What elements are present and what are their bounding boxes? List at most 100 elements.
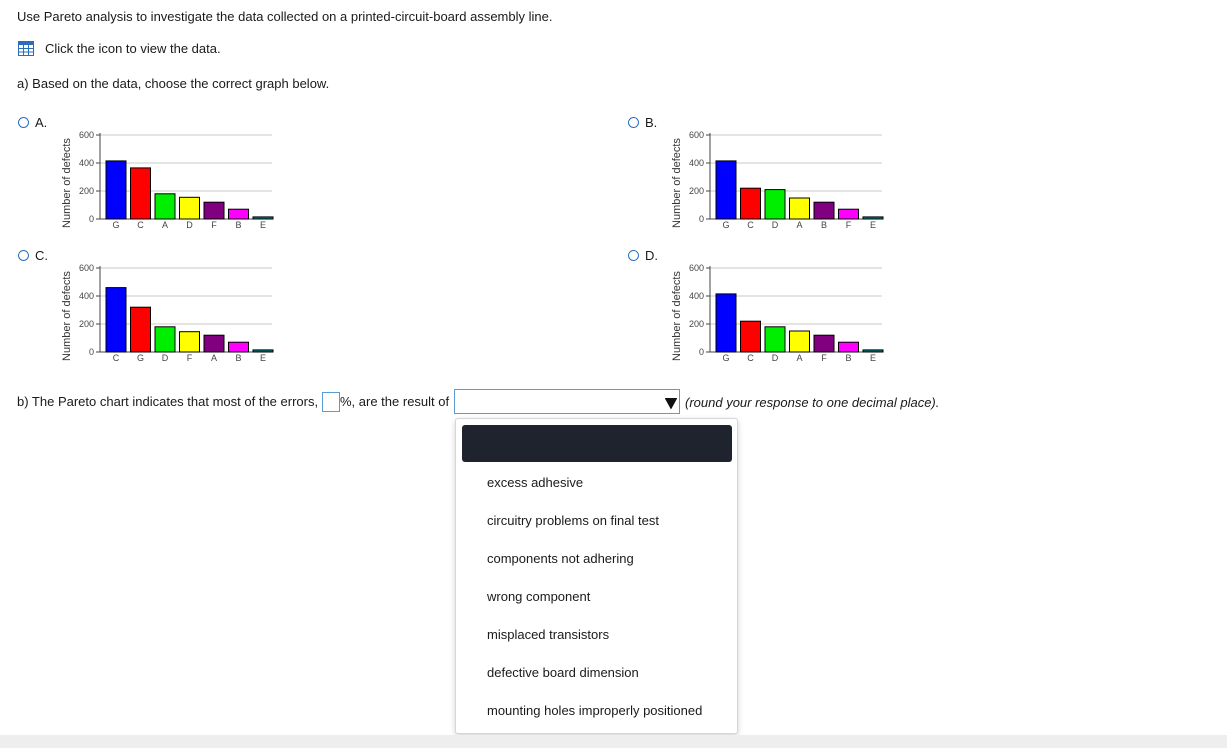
y-tick-label: 400 [79,291,94,301]
x-tick-label: B [235,220,241,230]
dropdown-item[interactable]: excess adhesive [487,475,584,490]
x-tick-label: G [137,353,144,363]
x-tick-label: E [260,220,266,230]
x-tick-label: G [722,353,729,363]
x-tick-label: D [772,353,779,363]
y-tick-label: 0 [89,214,94,224]
chart-svg: 0 200 400 600 Number of defects G C D A B F E [671,130,884,230]
chart-option-a: 0 200 400 600 Number of defects G C A D F B E [58,122,278,234]
bar [105,287,127,353]
dropdown-item[interactable]: circuitry problems on final test [487,513,659,528]
x-tick-label: G [722,220,729,230]
x-tick-label: D [186,220,193,230]
bar [740,320,761,353]
dropdown-item[interactable]: components not adhering [487,551,634,566]
bar [179,196,200,220]
view-data-link[interactable]: Click the icon to view the data. [45,41,221,56]
y-tick-label: 400 [689,158,704,168]
cause-dropdown-list: excess adhesive circuitry problems on fi… [455,418,738,734]
dropdown-item[interactable]: wrong component [487,589,591,604]
bar [105,160,127,220]
y-axis-label: Number of defects [671,138,683,228]
bar [789,197,810,220]
y-axis-label: Number of defects [61,138,73,228]
bar [252,216,274,220]
chart-svg: 0 200 400 600 Number of defects G C A D F B E [61,130,274,230]
chart-option-c: 0 200 400 600 Number of defects C G D F A B E [58,255,278,367]
dropdown-item[interactable]: mounting holes improperly positioned [487,703,703,718]
part-b-mid: %, are the result of [340,394,450,409]
x-tick-label: F [187,353,193,363]
y-tick-label: 200 [689,186,704,196]
x-tick-label: A [211,353,217,363]
y-tick-label: 0 [699,347,704,357]
option-c-radio[interactable] [18,250,29,261]
dropdown-highlighted-blank[interactable] [462,425,732,462]
x-tick-label: A [796,353,802,363]
dropdown-item[interactable]: misplaced transistors [487,627,610,642]
x-tick-label: E [870,220,876,230]
y-tick-label: 600 [689,130,704,140]
y-tick-label: 400 [79,158,94,168]
option-b-radio[interactable] [628,117,639,128]
cause-select[interactable] [454,389,680,414]
x-tick-label: C [113,353,120,363]
y-axis-label: Number of defects [671,271,683,361]
y-tick-label: 200 [689,319,704,329]
part-b-suffix: (round your response to one decimal plac… [685,395,940,410]
option-a-radio[interactable] [18,117,29,128]
bar [203,334,225,353]
option-b-label: B. [645,115,658,130]
x-tick-label: A [796,220,802,230]
y-tick-label: 0 [89,347,94,357]
x-tick-label: B [235,353,241,363]
table-grid-icon[interactable] [18,41,34,56]
x-tick-label: C [137,220,144,230]
option-a-label: A. [35,115,48,130]
bar [130,306,151,353]
x-tick-label: F [821,353,827,363]
bar [789,330,810,353]
option-c-label: C. [35,248,48,263]
x-tick-label: F [846,220,852,230]
chart-option-d: 0 200 400 600 Number of defects G C D A F B E [668,255,888,367]
x-tick-label: E [870,353,876,363]
triangle-down-icon[interactable] [664,396,678,414]
x-tick-label: E [260,353,266,363]
bar [838,208,859,220]
bar [813,334,835,353]
y-tick-label: 600 [79,263,94,273]
bar [203,201,225,220]
bar [715,293,737,353]
x-tick-label: B [845,353,851,363]
bar [838,341,859,353]
bar [764,189,786,220]
bar [154,193,176,220]
x-tick-label: B [821,220,827,230]
bar [130,167,151,220]
y-tick-label: 200 [79,319,94,329]
x-tick-label: G [112,220,119,230]
x-tick-label: C [747,220,754,230]
chart-svg: 0 200 400 600 Number of defects C G D F A B E [61,263,274,363]
bar [228,208,249,220]
y-axis-label: Number of defects [61,271,73,361]
y-tick-label: 0 [699,214,704,224]
percent-input[interactable] [322,392,340,412]
part-a-prompt: a) Based on the data, choose the correct… [17,76,330,91]
x-tick-label: F [211,220,217,230]
chart-option-b: 0 200 400 600 Number of defects G C D A B F E [668,122,888,234]
bar [862,349,884,353]
bar [154,326,176,353]
option-d-radio[interactable] [628,250,639,261]
y-tick-label: 400 [689,291,704,301]
x-tick-label: C [747,353,754,363]
y-tick-label: 600 [79,130,94,140]
bar [764,326,786,353]
y-tick-label: 600 [689,263,704,273]
question-intro: Use Pareto analysis to investigate the d… [17,9,553,24]
bar [715,160,737,220]
bar [862,216,884,220]
dropdown-item[interactable]: defective board dimension [487,665,639,680]
chart-svg: 0 200 400 600 Number of defects G C D A F B E [671,263,884,363]
